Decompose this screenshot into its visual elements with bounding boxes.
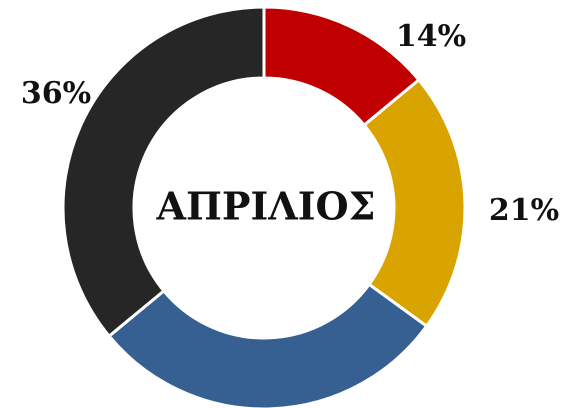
data-label: 36%: [21, 76, 91, 111]
donut-segment: [107, 282, 429, 408]
donut-segment: [61, 5, 266, 339]
data-label: 14%: [396, 19, 466, 54]
donut-segment: [362, 77, 467, 329]
data-label: 21%: [489, 193, 559, 228]
center-label: ΑΠΡΙΛΙΟΣ: [156, 184, 376, 229]
